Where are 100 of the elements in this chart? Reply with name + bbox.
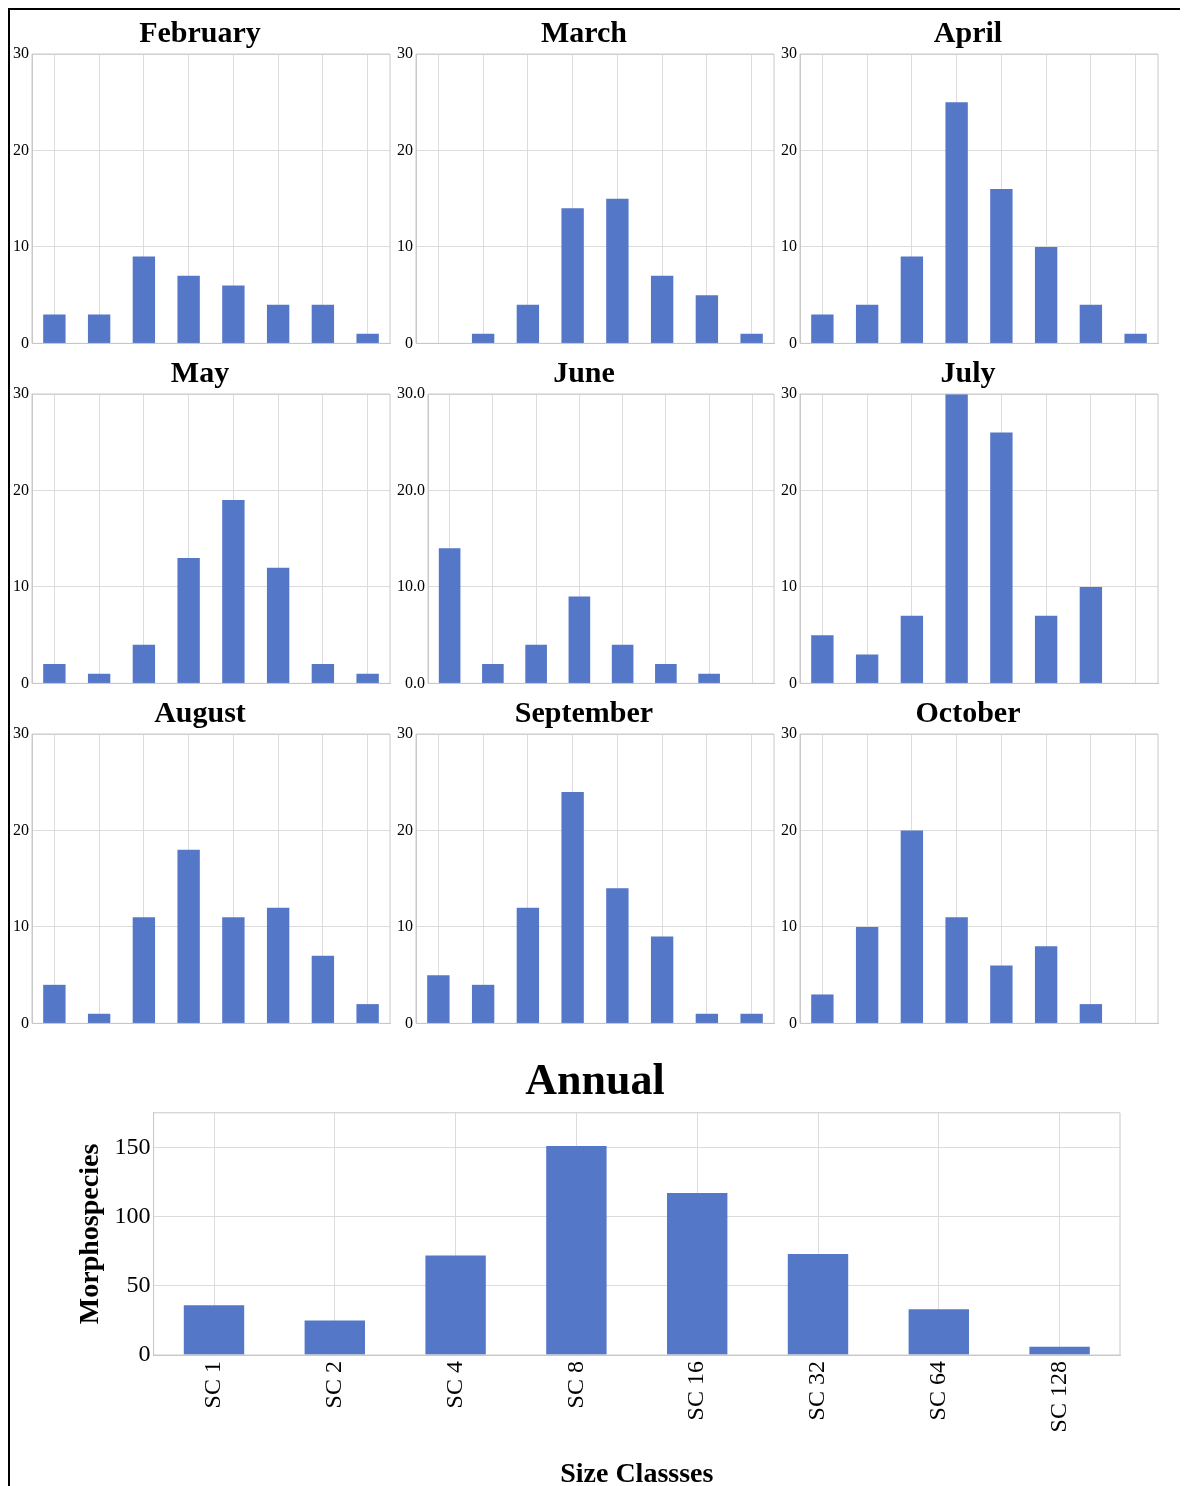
y-tick-label: 20: [781, 820, 797, 838]
bar: [900, 615, 924, 683]
bar: [311, 664, 335, 683]
y-tick-label: 150: [114, 1132, 151, 1159]
bar: [87, 1013, 111, 1023]
bar: [1079, 1004, 1103, 1023]
chart-title: Annual: [525, 1054, 665, 1104]
y-tick-label: 20: [781, 480, 797, 498]
bar: [87, 314, 111, 343]
y-axis-title: Morphospecies: [73, 1143, 105, 1325]
x-tick-label: SC 8: [561, 1361, 588, 1409]
y-tick-label: 30: [781, 384, 797, 402]
y-tick-label: 20: [13, 820, 29, 838]
bar: [900, 830, 924, 1023]
chart-title: August: [154, 694, 246, 728]
y-tick-label: 0: [789, 1013, 797, 1031]
y-tick-label: 10: [781, 237, 797, 255]
bar: [695, 1013, 719, 1023]
bar: [516, 907, 540, 1023]
bar: [132, 256, 156, 343]
bar: [945, 394, 968, 683]
bar: [266, 907, 290, 1023]
bar: [266, 567, 290, 683]
chart-title: February: [139, 14, 261, 48]
bar: [695, 295, 719, 343]
bar: [1079, 304, 1103, 343]
bar: [1034, 946, 1058, 1023]
bar: [222, 917, 245, 1023]
bar: [740, 1013, 763, 1023]
y-tick-label: 0: [21, 673, 29, 691]
bar: [811, 635, 834, 683]
bar: [356, 673, 379, 683]
bar: [183, 1305, 245, 1355]
x-axis-title: Size Classses: [560, 1457, 714, 1486]
y-tick-label: 10: [13, 917, 29, 935]
chart-title: March: [540, 14, 628, 48]
y-tick-label: 30: [397, 724, 413, 742]
bar: [945, 917, 968, 1023]
y-tick-label: 10: [781, 917, 797, 935]
x-tick-label: SC 4: [440, 1361, 467, 1409]
x-tick-label: SC 1: [199, 1361, 226, 1409]
y-tick-label: 10: [781, 577, 797, 595]
y-tick-label: 20: [397, 820, 413, 838]
bar: [945, 102, 968, 343]
y-tick-label: 30.0: [397, 384, 425, 402]
chart-title: July: [940, 354, 996, 388]
bar: [43, 984, 66, 1023]
bar: [266, 304, 290, 343]
y-tick-label: 100: [114, 1201, 151, 1228]
y-tick-label: 10.0: [397, 577, 425, 595]
bar: [606, 888, 629, 1023]
x-tick-label: SC 16: [682, 1361, 709, 1421]
y-tick-label: 20: [13, 140, 29, 158]
y-tick-label: 30: [13, 724, 29, 742]
bar: [561, 791, 584, 1023]
y-tick-label: 0.0: [405, 673, 425, 691]
bar: [908, 1309, 969, 1355]
y-tick-label: 10: [397, 237, 413, 255]
bar: [990, 432, 1013, 683]
bar: [546, 1146, 607, 1355]
bar: [304, 1320, 365, 1355]
x-tick-label: SC 64: [924, 1361, 951, 1421]
y-tick-label: 0: [21, 333, 29, 351]
chart-title: June: [553, 354, 615, 388]
bar: [516, 304, 540, 343]
y-tick-label: 0: [405, 333, 413, 351]
y-tick-label: 50: [126, 1271, 151, 1298]
y-tick-label: 0: [405, 1013, 413, 1031]
x-tick-label: SC 128: [1044, 1361, 1071, 1433]
bar: [438, 548, 461, 683]
bar: [482, 664, 504, 683]
bar: [177, 557, 200, 683]
bar: [855, 304, 879, 343]
y-tick-label: 10: [13, 237, 29, 255]
bar: [1029, 1346, 1090, 1355]
bar: [990, 189, 1013, 343]
bar: [222, 285, 245, 343]
bar: [356, 1004, 379, 1023]
y-tick-label: 30: [13, 384, 29, 402]
bar: [568, 596, 591, 683]
bar: [471, 333, 495, 343]
y-tick-label: 20: [781, 140, 797, 158]
bar: [650, 275, 674, 343]
bar: [667, 1193, 728, 1355]
bar: [900, 256, 924, 343]
y-tick-label: 20.0: [397, 480, 425, 498]
bar: [87, 673, 111, 683]
bar: [1124, 333, 1147, 343]
bar: [43, 664, 66, 683]
bar: [787, 1253, 849, 1355]
y-tick-label: 30: [781, 724, 797, 742]
y-tick-label: 30: [781, 44, 797, 62]
y-tick-label: 0: [138, 1340, 151, 1367]
bar: [311, 304, 335, 343]
y-tick-label: 0: [21, 1013, 29, 1031]
chart-title: September: [514, 694, 654, 728]
bar: [356, 333, 379, 343]
chart-title: October: [915, 694, 1021, 728]
chart-title: May: [170, 354, 230, 388]
bar: [132, 644, 156, 683]
